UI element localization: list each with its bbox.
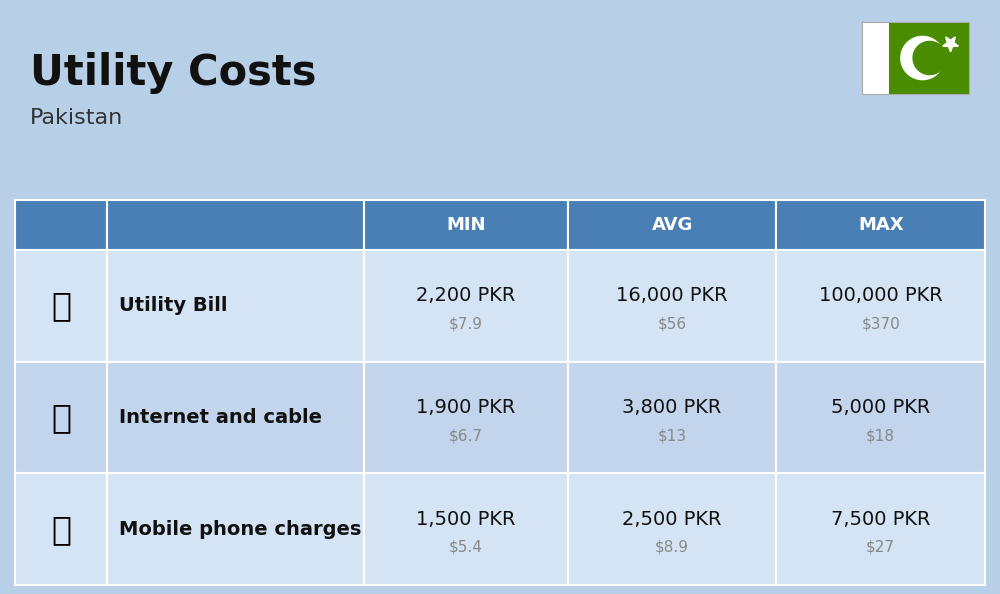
Bar bbox=[364, 473, 568, 585]
Text: 7,500 PKR: 7,500 PKR bbox=[831, 510, 930, 529]
Text: $6.7: $6.7 bbox=[449, 428, 483, 443]
Bar bbox=[364, 362, 568, 473]
Polygon shape bbox=[943, 37, 958, 52]
Text: 📡: 📡 bbox=[51, 401, 71, 434]
Bar bbox=[15, 200, 107, 250]
Polygon shape bbox=[913, 42, 946, 75]
Text: Utility Costs: Utility Costs bbox=[30, 52, 316, 94]
Text: 🔌: 🔌 bbox=[51, 289, 71, 323]
Bar bbox=[15, 362, 107, 473]
Text: $370: $370 bbox=[861, 317, 900, 331]
Bar bbox=[776, 473, 985, 585]
Bar bbox=[107, 362, 364, 473]
Bar bbox=[364, 200, 568, 250]
Text: Utility Bill: Utility Bill bbox=[119, 296, 228, 315]
Text: 100,000 PKR: 100,000 PKR bbox=[819, 286, 943, 305]
Text: 3,800 PKR: 3,800 PKR bbox=[622, 398, 722, 417]
Bar bbox=[364, 250, 568, 362]
Text: 2,200 PKR: 2,200 PKR bbox=[416, 286, 516, 305]
Bar bbox=[776, 250, 985, 362]
Bar bbox=[776, 362, 985, 473]
Text: 16,000 PKR: 16,000 PKR bbox=[616, 286, 728, 305]
Bar bbox=[776, 200, 985, 250]
Text: MIN: MIN bbox=[446, 216, 486, 234]
Text: $56: $56 bbox=[658, 317, 687, 331]
Text: 2,500 PKR: 2,500 PKR bbox=[622, 510, 722, 529]
Text: $7.9: $7.9 bbox=[449, 317, 483, 331]
Bar bbox=[15, 473, 107, 585]
Bar bbox=[107, 200, 364, 250]
Text: 📱: 📱 bbox=[51, 513, 71, 546]
Bar bbox=[568, 250, 776, 362]
Bar bbox=[862, 22, 969, 94]
Text: AVG: AVG bbox=[651, 216, 693, 234]
Text: $27: $27 bbox=[866, 540, 895, 555]
Bar bbox=[568, 473, 776, 585]
Bar bbox=[862, 22, 889, 94]
Text: $8.9: $8.9 bbox=[655, 540, 689, 555]
Text: 5,000 PKR: 5,000 PKR bbox=[831, 398, 930, 417]
Text: Mobile phone charges: Mobile phone charges bbox=[119, 520, 362, 539]
Bar bbox=[568, 200, 776, 250]
Bar bbox=[568, 362, 776, 473]
Text: Pakistan: Pakistan bbox=[30, 108, 123, 128]
Text: $5.4: $5.4 bbox=[449, 540, 483, 555]
Bar bbox=[15, 250, 107, 362]
Text: Internet and cable: Internet and cable bbox=[119, 408, 322, 427]
Bar bbox=[107, 250, 364, 362]
Bar bbox=[889, 22, 969, 94]
Text: MAX: MAX bbox=[858, 216, 904, 234]
Bar bbox=[107, 473, 364, 585]
Text: $18: $18 bbox=[866, 428, 895, 443]
Text: 1,900 PKR: 1,900 PKR bbox=[416, 398, 516, 417]
Text: $13: $13 bbox=[658, 428, 687, 443]
Polygon shape bbox=[901, 36, 944, 80]
Text: 1,500 PKR: 1,500 PKR bbox=[416, 510, 516, 529]
